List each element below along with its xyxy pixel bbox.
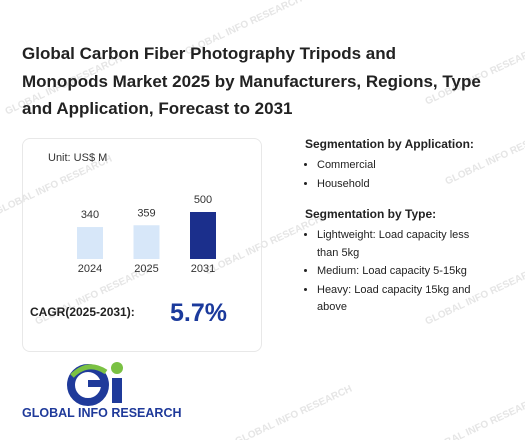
segment-title: Segmentation by Application: bbox=[305, 137, 474, 151]
cagr-label: CAGR(2025-2031): bbox=[30, 305, 135, 319]
segment-item: Commercial bbox=[317, 157, 490, 175]
segment-list: CommercialHousehold bbox=[305, 157, 490, 193]
segment-list: Lightweight: Load capacity less than 5kg… bbox=[305, 227, 490, 317]
logo bbox=[67, 362, 123, 406]
value-label: 359 bbox=[137, 207, 155, 219]
logo-g-bar bbox=[88, 380, 105, 387]
segment-item: Lightweight: Load capacity less than 5kg bbox=[317, 227, 490, 262]
title: Global Carbon Fiber Photography Tripods … bbox=[22, 44, 481, 118]
segment-item: Household bbox=[317, 176, 490, 194]
x-tick-label: 2031 bbox=[191, 263, 215, 275]
segment-item: Medium: Load capacity 5-15kg bbox=[317, 263, 490, 281]
segment-title: Segmentation by Type: bbox=[305, 207, 437, 221]
x-tick-label: 2024 bbox=[78, 263, 102, 275]
value-label: 340 bbox=[81, 209, 99, 221]
segment-item: Heavy: Load capacity 15kg and above bbox=[317, 282, 490, 317]
value-label: 500 bbox=[194, 194, 212, 206]
cagr-value: 5.7% bbox=[170, 299, 227, 327]
chart-card bbox=[22, 138, 262, 352]
segmentation: Segmentation by Application: CommercialHo… bbox=[305, 137, 490, 318]
segment: Segmentation by Type: Lightweight: Load c… bbox=[305, 207, 490, 317]
logo-dot bbox=[111, 362, 123, 374]
bar bbox=[133, 225, 160, 259]
unit: Unit: US$ M bbox=[48, 152, 107, 164]
x-tick-label: 2025 bbox=[134, 263, 158, 275]
logo-i bbox=[112, 378, 122, 403]
logo-swoosh bbox=[70, 364, 108, 378]
bar bbox=[190, 212, 216, 259]
logo-text: GLOBAL INFO RESEARCH bbox=[22, 406, 182, 420]
bar bbox=[77, 227, 103, 259]
segment: Segmentation by Application: CommercialHo… bbox=[305, 137, 490, 193]
